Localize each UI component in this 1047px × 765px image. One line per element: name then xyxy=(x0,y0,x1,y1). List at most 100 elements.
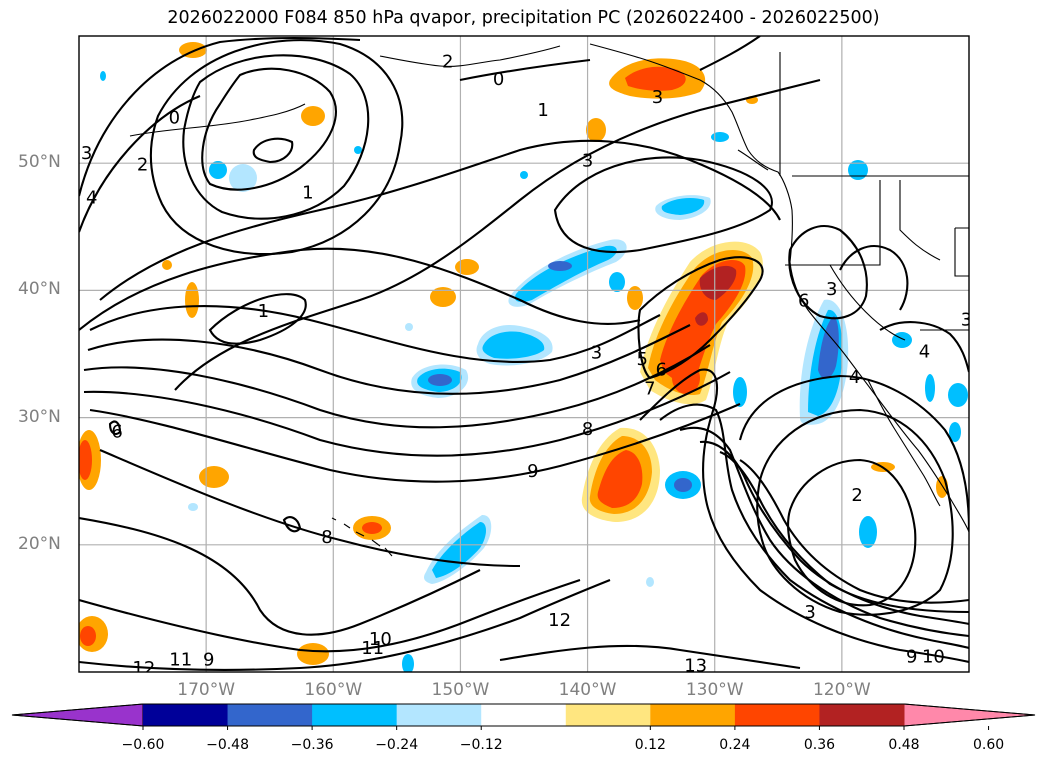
contour-label: 3 xyxy=(961,310,972,331)
longitude-label: 170°W xyxy=(177,680,236,700)
precip-positive-region xyxy=(162,260,172,270)
precip-positive-region xyxy=(297,643,329,665)
contour-label: 2 xyxy=(851,485,862,506)
precip-negative-region xyxy=(428,374,452,386)
colorbar-tick-label: −0.24 xyxy=(375,737,419,753)
precip-positive-region xyxy=(79,440,92,480)
contour-label: 11 xyxy=(169,649,192,670)
precip-positive-region xyxy=(627,286,643,310)
contour-label: 10 xyxy=(369,629,392,650)
latitude-label: 50°N xyxy=(18,152,61,173)
precip-negative-region xyxy=(482,331,545,359)
colorbar-tick-label: 0.24 xyxy=(719,737,751,753)
contour-label: 4 xyxy=(849,367,860,388)
precip-negative-region xyxy=(229,164,257,192)
precip-negative-region xyxy=(949,422,961,442)
precip-negative-region xyxy=(405,323,413,331)
contour-label: 12 xyxy=(132,658,155,679)
precip-positive-region xyxy=(699,265,737,300)
contour-line-east xyxy=(639,368,969,664)
colorbar-tick-label: −0.36 xyxy=(290,737,334,753)
state-border xyxy=(785,180,881,266)
contour-line-0 xyxy=(252,137,294,164)
colorbar-swatch xyxy=(396,704,482,726)
contour-label: 3 xyxy=(826,279,837,300)
contour-line-small xyxy=(282,516,302,533)
contour-line-6 xyxy=(87,324,691,395)
precip-negative-region xyxy=(209,161,227,179)
precip-positive-region xyxy=(199,466,229,488)
precip-negative-region xyxy=(548,261,572,271)
precip-negative-region xyxy=(100,71,106,81)
contour-line-2 xyxy=(149,39,404,256)
contour-line-13 xyxy=(499,644,801,670)
colorbar-tick-label: 0.12 xyxy=(634,737,666,753)
colorbar-swatch xyxy=(565,704,651,726)
contour-line-east xyxy=(659,403,969,650)
longitude-label: 130°W xyxy=(685,680,744,700)
contour-line-north xyxy=(637,256,764,380)
colorbar-swatch xyxy=(143,704,229,726)
contour-label: 4 xyxy=(86,188,97,209)
precip-negative-region xyxy=(661,198,705,215)
contour-line-10 xyxy=(79,516,481,636)
longitude-label: 120°W xyxy=(812,680,871,700)
contour-label: 6 xyxy=(111,422,122,443)
precip-positive-region xyxy=(597,450,643,508)
precip-negative-region xyxy=(520,171,528,179)
contour-label: 1 xyxy=(258,301,269,322)
contour-label: 3 xyxy=(81,143,92,164)
precip-negative-region xyxy=(514,245,617,302)
contour-line-3 xyxy=(756,408,954,616)
precip-negative-region xyxy=(354,146,362,154)
contour-label: 10 xyxy=(922,647,945,668)
contour-line-4 xyxy=(738,374,969,531)
colorbar-swatch xyxy=(481,704,567,726)
contour-label: 3 xyxy=(591,343,602,364)
contour-label: 0 xyxy=(169,107,180,128)
colorbar-extend-min xyxy=(11,703,144,727)
contour-label: 3 xyxy=(652,87,663,108)
precip-negative-region xyxy=(646,577,654,587)
contour-label: 9 xyxy=(203,649,214,670)
contour-line-7 xyxy=(83,344,711,429)
state-border xyxy=(954,227,969,277)
north-america-coast xyxy=(589,43,969,533)
precip-positive-region xyxy=(625,66,686,91)
contour-label: 9 xyxy=(906,647,917,668)
precip-negative-region xyxy=(188,503,198,511)
precip-positive-region xyxy=(301,106,325,126)
colorbar-swatch xyxy=(734,704,820,726)
precip-negative-region xyxy=(818,316,839,379)
contour-line-10 xyxy=(99,449,521,568)
precip-negative-region xyxy=(711,132,729,142)
contour-line-12 xyxy=(79,579,611,672)
precip-positive-region xyxy=(586,118,606,142)
precip-negative-region xyxy=(402,654,414,672)
map-title: 2026022000 F084 850 hPa qvapor, precipit… xyxy=(167,8,880,28)
contour-line-3 xyxy=(839,245,909,311)
colorbar-swatch xyxy=(227,704,313,726)
contour-label: 8 xyxy=(582,419,593,440)
contour-label: 7 xyxy=(644,378,655,399)
latitude-label: 20°N xyxy=(18,533,61,554)
hawaiian-islands xyxy=(331,517,393,557)
colorbar-tick-label: −0.12 xyxy=(459,737,503,753)
contour-line-east xyxy=(719,451,969,614)
contour-line-3 xyxy=(79,247,641,331)
coastlines xyxy=(129,43,969,557)
precip-negative-region xyxy=(948,383,968,407)
contour-line-3 xyxy=(553,156,773,253)
contour-line-small xyxy=(108,420,122,435)
colorbar-tick-label: 0.60 xyxy=(972,737,1005,753)
alaska-coast xyxy=(379,45,561,67)
contour-line-1 xyxy=(182,54,370,220)
longitude-label: 140°W xyxy=(558,680,617,700)
contour-line-3 xyxy=(99,139,781,301)
latitude-label: 30°N xyxy=(18,406,61,427)
precip-negative-region xyxy=(859,516,877,548)
baja-coast xyxy=(867,379,941,507)
map-frame xyxy=(78,35,970,673)
contour-label: 4 xyxy=(919,341,930,362)
